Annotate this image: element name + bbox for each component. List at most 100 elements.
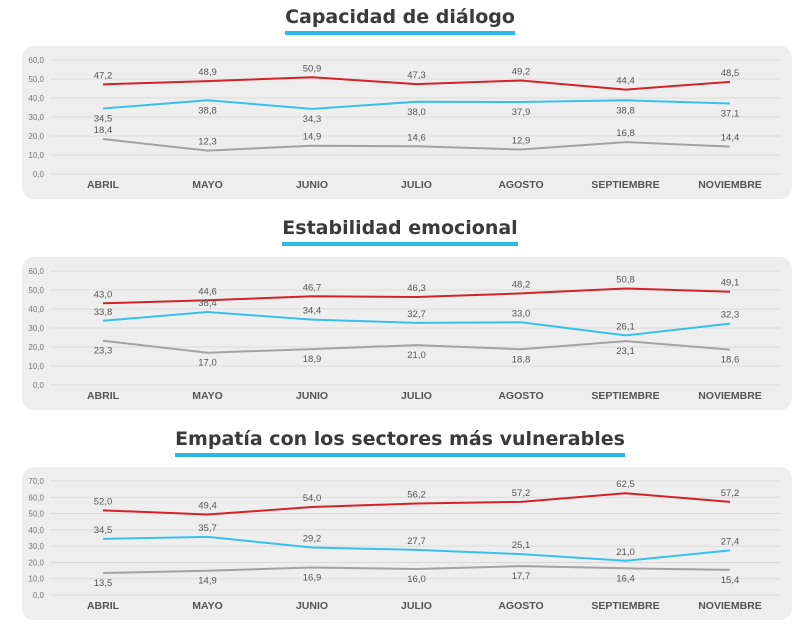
x-tick-label: SEPTIEMBRE — [591, 390, 659, 402]
x-tick-label: NOVIEMBRE — [698, 390, 762, 402]
data-label: 49,4 — [198, 501, 217, 512]
data-label: 44,4 — [616, 76, 635, 87]
data-label: 47,2 — [94, 70, 113, 81]
data-label: 23,1 — [616, 346, 635, 357]
y-tick-label: 20,0 — [28, 132, 44, 141]
x-tick-label: AGOSTO — [498, 390, 543, 402]
x-tick-label: ABRIL — [87, 390, 120, 402]
data-label: 14,9 — [198, 576, 217, 587]
x-tick-label: MAYO — [192, 179, 223, 191]
x-tick-label: AGOSTO — [498, 600, 543, 612]
data-label: 44,6 — [198, 286, 217, 297]
x-tick-label: MAYO — [192, 390, 223, 402]
data-label: 16,4 — [616, 573, 635, 584]
data-label: 47,3 — [407, 70, 426, 81]
y-tick-label: 60,0 — [28, 267, 44, 276]
data-label: 48,9 — [198, 67, 217, 78]
data-label: 46,7 — [303, 282, 322, 293]
data-label: 38,8 — [198, 105, 217, 116]
x-tick-label: AGOSTO — [498, 179, 543, 191]
data-label: 21,0 — [616, 547, 635, 558]
data-label: 29,2 — [303, 533, 322, 544]
data-label: 32,7 — [407, 309, 426, 320]
series-line-gray — [102, 339, 731, 354]
x-tick-label: NOVIEMBRE — [698, 179, 762, 191]
chart-2-title: Estabilidad emocional — [0, 217, 800, 246]
data-label: 57,2 — [512, 488, 531, 499]
y-tick-label: 0,0 — [33, 381, 45, 390]
x-tick-label: JUNIO — [296, 179, 328, 191]
data-label: 38,4 — [198, 298, 217, 309]
series-line-gray — [102, 138, 731, 152]
y-tick-label: 10,0 — [28, 362, 44, 371]
y-tick-label: 0,0 — [33, 170, 45, 179]
y-tick-label: 50,0 — [28, 510, 44, 519]
y-tick-label: 40,0 — [28, 526, 44, 535]
data-label: 62,5 — [616, 479, 635, 490]
data-label: 18,8 — [512, 354, 531, 365]
series-line-red — [102, 287, 731, 305]
data-label: 50,8 — [616, 274, 635, 285]
data-label: 38,0 — [407, 107, 426, 118]
data-label: 33,0 — [512, 308, 531, 319]
chart-estabilidad-emocional: 0,0 10,0 20,0 30,0 40,0 50,0 60,0 ABRIL MAYO JUNI… — [22, 257, 792, 410]
data-label: 32,3 — [721, 310, 740, 321]
data-label: 49,2 — [512, 67, 531, 78]
y-tick-label: 40,0 — [28, 94, 44, 103]
y-tick-label: 50,0 — [28, 75, 44, 84]
data-label: 25,1 — [512, 540, 531, 551]
data-label: 27,7 — [407, 536, 426, 547]
chart-capacidad-de-dialogo: 0,0 10,0 20,0 30,0 40,0 50,0 60,0 ABRIL MAYO JUNI… — [22, 46, 792, 199]
series-line-red — [102, 76, 731, 91]
y-tick-label: 10,0 — [28, 575, 44, 584]
y-tick-label: 10,0 — [28, 151, 44, 160]
data-label: 18,9 — [303, 354, 322, 365]
data-label: 34,5 — [94, 113, 113, 124]
data-label: 43,0 — [94, 289, 113, 300]
data-label: 34,4 — [303, 306, 322, 317]
data-label: 48,5 — [721, 68, 740, 79]
data-label: 14,4 — [721, 133, 740, 144]
x-tick-label: MAYO — [192, 600, 223, 612]
data-label: 14,6 — [407, 132, 426, 143]
data-label: 17,0 — [198, 358, 217, 369]
data-label: 52,0 — [94, 496, 113, 507]
x-tick-label: SEPTIEMBRE — [591, 600, 659, 612]
data-label: 14,9 — [303, 132, 322, 143]
y-tick-label: 60,0 — [28, 493, 44, 502]
x-tick-label: NOVIEMBRE — [698, 600, 762, 612]
x-tick-label: JULIO — [401, 179, 432, 191]
y-tick-label: 0,0 — [33, 591, 45, 600]
data-label: 27,4 — [721, 536, 740, 547]
data-label: 18,6 — [721, 355, 740, 366]
chart-panel-background — [22, 467, 792, 620]
y-tick-label: 30,0 — [28, 542, 44, 551]
data-label: 50,9 — [303, 63, 322, 74]
y-tick-label: 60,0 — [28, 56, 44, 65]
series-line-blue — [102, 99, 731, 110]
chart-1-title: Capacidad de diálogo — [0, 6, 800, 35]
x-tick-label: SEPTIEMBRE — [591, 179, 659, 191]
chart-panel-background — [22, 46, 792, 199]
data-label: 21,0 — [407, 350, 426, 361]
data-label: 37,9 — [512, 107, 531, 118]
data-label: 33,8 — [94, 307, 113, 318]
chart-empatia-sectores-vulnerables: 0,0 10,0 20,0 30,0 40,0 50,0 60,0 70,0 ABRIL MAYO… — [22, 467, 792, 620]
data-label: 16,0 — [407, 574, 426, 585]
x-tick-label: ABRIL — [87, 600, 120, 612]
data-label: 16,9 — [303, 572, 322, 583]
x-tick-label: JUNIO — [296, 600, 328, 612]
series-line-blue — [102, 311, 731, 337]
data-label: 46,3 — [407, 283, 426, 294]
series-line-red — [102, 492, 731, 516]
data-label: 48,2 — [512, 279, 531, 290]
chart-panel-background — [22, 257, 792, 410]
y-tick-label: 50,0 — [28, 286, 44, 295]
data-label: 49,1 — [721, 278, 740, 289]
y-tick-label: 30,0 — [28, 324, 44, 333]
data-label: 16,8 — [616, 128, 635, 139]
y-tick-label: 20,0 — [28, 558, 44, 567]
y-tick-label: 70,0 — [28, 477, 44, 486]
y-tick-label: 30,0 — [28, 113, 44, 122]
y-tick-label: 20,0 — [28, 343, 44, 352]
